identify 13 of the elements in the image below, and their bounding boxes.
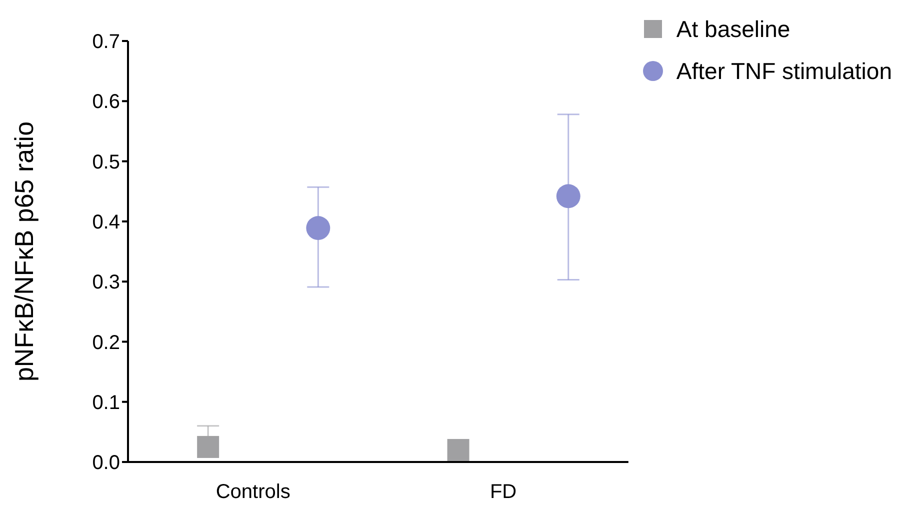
y-tick-label: 0.4 xyxy=(92,212,120,234)
legend-label: After TNF stimulation xyxy=(676,57,892,86)
x-tick-label: FD xyxy=(490,481,517,504)
legend-label: At baseline xyxy=(676,15,790,44)
y-tick-label: 0.0 xyxy=(92,452,120,474)
y-axis-title: pNFκB/NFκB p65 ratio xyxy=(9,121,40,382)
y-tick-label: 0.1 xyxy=(92,392,120,414)
x-tick-label: Controls xyxy=(216,481,290,504)
y-tick-label: 0.7 xyxy=(92,31,120,54)
y-tick-label: 0.5 xyxy=(92,151,120,174)
y-tick-label: 0.2 xyxy=(92,332,120,354)
y-tick-label: 0.6 xyxy=(92,91,120,114)
y-tick-label: 0.3 xyxy=(92,272,120,294)
